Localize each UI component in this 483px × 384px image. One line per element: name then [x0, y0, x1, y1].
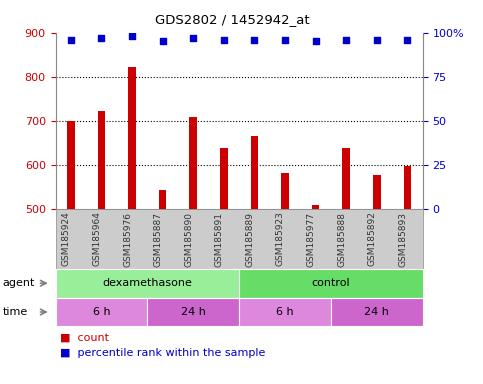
Text: GDS2802 / 1452942_at: GDS2802 / 1452942_at	[155, 13, 309, 26]
Text: GSM185964: GSM185964	[92, 212, 101, 266]
Text: 6 h: 6 h	[93, 307, 110, 317]
Bar	[251, 136, 258, 209]
Text: GSM185888: GSM185888	[337, 212, 346, 266]
Text: GSM185923: GSM185923	[276, 212, 285, 266]
Text: 6 h: 6 h	[276, 307, 294, 317]
Point	[373, 36, 381, 43]
Text: GSM185976: GSM185976	[123, 212, 132, 266]
Text: GSM185893: GSM185893	[398, 212, 407, 266]
Bar	[67, 121, 75, 209]
Text: control: control	[312, 278, 350, 288]
Bar	[373, 175, 381, 209]
Text: ■  count: ■ count	[60, 333, 109, 343]
Text: GSM185890: GSM185890	[184, 212, 193, 266]
Text: agent: agent	[2, 278, 35, 288]
Text: time: time	[2, 307, 28, 317]
Bar	[281, 173, 289, 209]
Bar	[159, 190, 167, 209]
Point	[312, 38, 319, 45]
Text: ■  percentile rank within the sample: ■ percentile rank within the sample	[60, 348, 266, 358]
Bar	[220, 148, 227, 209]
Point	[67, 36, 75, 43]
Text: dexamethasone: dexamethasone	[102, 278, 192, 288]
Bar	[128, 67, 136, 209]
Text: GSM185887: GSM185887	[154, 212, 163, 266]
Text: GSM185892: GSM185892	[368, 212, 377, 266]
Point	[128, 33, 136, 39]
Point	[251, 36, 258, 43]
Point	[159, 38, 167, 45]
Text: GSM185977: GSM185977	[307, 212, 315, 266]
Text: GSM185889: GSM185889	[245, 212, 255, 266]
Bar	[189, 117, 197, 209]
Point	[189, 35, 197, 41]
Bar	[403, 166, 411, 209]
Bar	[98, 111, 105, 209]
Text: 24 h: 24 h	[364, 307, 389, 317]
Bar	[342, 148, 350, 209]
Point	[220, 36, 227, 43]
Point	[98, 35, 105, 41]
Bar	[312, 205, 319, 209]
Text: 24 h: 24 h	[181, 307, 206, 317]
Point	[403, 36, 411, 43]
Text: GSM185924: GSM185924	[62, 212, 71, 266]
Text: GSM185891: GSM185891	[215, 212, 224, 266]
Point	[281, 36, 289, 43]
Point	[342, 36, 350, 43]
